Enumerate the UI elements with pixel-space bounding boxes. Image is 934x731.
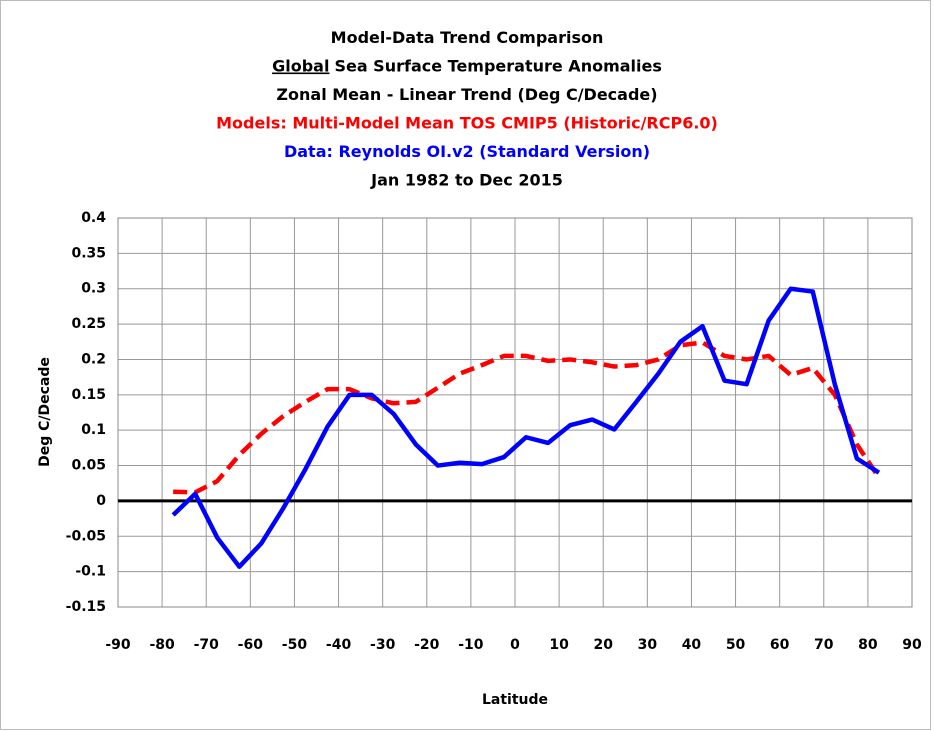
y-tick-label: 0.35 [71, 245, 106, 261]
x-tick-label: 60 [770, 637, 790, 653]
x-axis-label: Latitude [482, 692, 548, 708]
title-text: Sea Surface Temperature Anomalies [334, 56, 661, 75]
x-tick-label: -20 [414, 637, 440, 653]
x-tick-label: 0 [510, 637, 520, 653]
y-axis-label: Deg C/Decade [37, 357, 53, 467]
title-text: Model-Data Trend Comparison [331, 28, 604, 47]
x-tick-label: -50 [282, 637, 308, 653]
x-tick-label: 40 [682, 637, 702, 653]
title-text: Jan 1982 to Dec 2015 [370, 170, 563, 189]
title-text: Data: Reynolds OI.v2 (Standard Version) [284, 142, 650, 161]
plot-frame [117, 217, 913, 608]
y-tick-label: 0.2 [81, 351, 106, 367]
y-tick-label: -0.1 [75, 564, 106, 580]
y-tick-label: 0.15 [71, 387, 106, 403]
y-tick-label: 0.3 [81, 281, 106, 297]
chart-title: Jan 1982 to Dec 2015 [370, 170, 563, 189]
x-tick-label: -40 [326, 637, 352, 653]
title-text: Zonal Mean - Linear Trend (Deg C/Decade) [276, 85, 657, 104]
x-tick-label: 50 [726, 637, 746, 653]
chart-title: Models: Multi-Model Mean TOS CMIP5 (Hist… [216, 113, 718, 132]
title-text: Models: Multi-Model Mean TOS CMIP5 (Hist… [216, 113, 718, 132]
y-tick-label: -0.15 [66, 599, 106, 615]
x-tick-label: 10 [549, 637, 569, 653]
line-series [173, 340, 881, 495]
x-tick-label: -80 [149, 637, 175, 653]
x-tick-label: 30 [638, 637, 658, 653]
y-tick-label: 0.1 [81, 422, 106, 438]
x-tick-label: -10 [458, 637, 484, 653]
y-tick-label: 0.25 [71, 316, 106, 332]
y-tick-label: 0.4 [81, 210, 106, 226]
title-underlined: Global [272, 56, 329, 75]
x-tick-label: -90 [105, 637, 131, 653]
chart-title: Data: Reynolds OI.v2 (Standard Version) [284, 142, 650, 161]
x-tick-label: -70 [194, 637, 220, 653]
x-tick-label: 70 [814, 637, 834, 653]
line-series [171, 286, 881, 569]
y-tick-label: 0 [96, 493, 106, 509]
x-tick-label: -30 [370, 637, 396, 653]
chart-title: Model-Data Trend Comparison [331, 28, 604, 47]
y-tick-label: -0.05 [66, 528, 106, 544]
chart-title: Global Sea Surface Temperature Anomalies [272, 56, 662, 75]
x-tick-label: 80 [858, 637, 878, 653]
x-tick-label: 20 [593, 637, 613, 653]
y-tick-label: 0.05 [71, 458, 106, 474]
x-tick-label: 90 [902, 637, 922, 653]
x-tick-label: -60 [238, 637, 264, 653]
chart-title: Zonal Mean - Linear Trend (Deg C/Decade) [276, 85, 657, 104]
